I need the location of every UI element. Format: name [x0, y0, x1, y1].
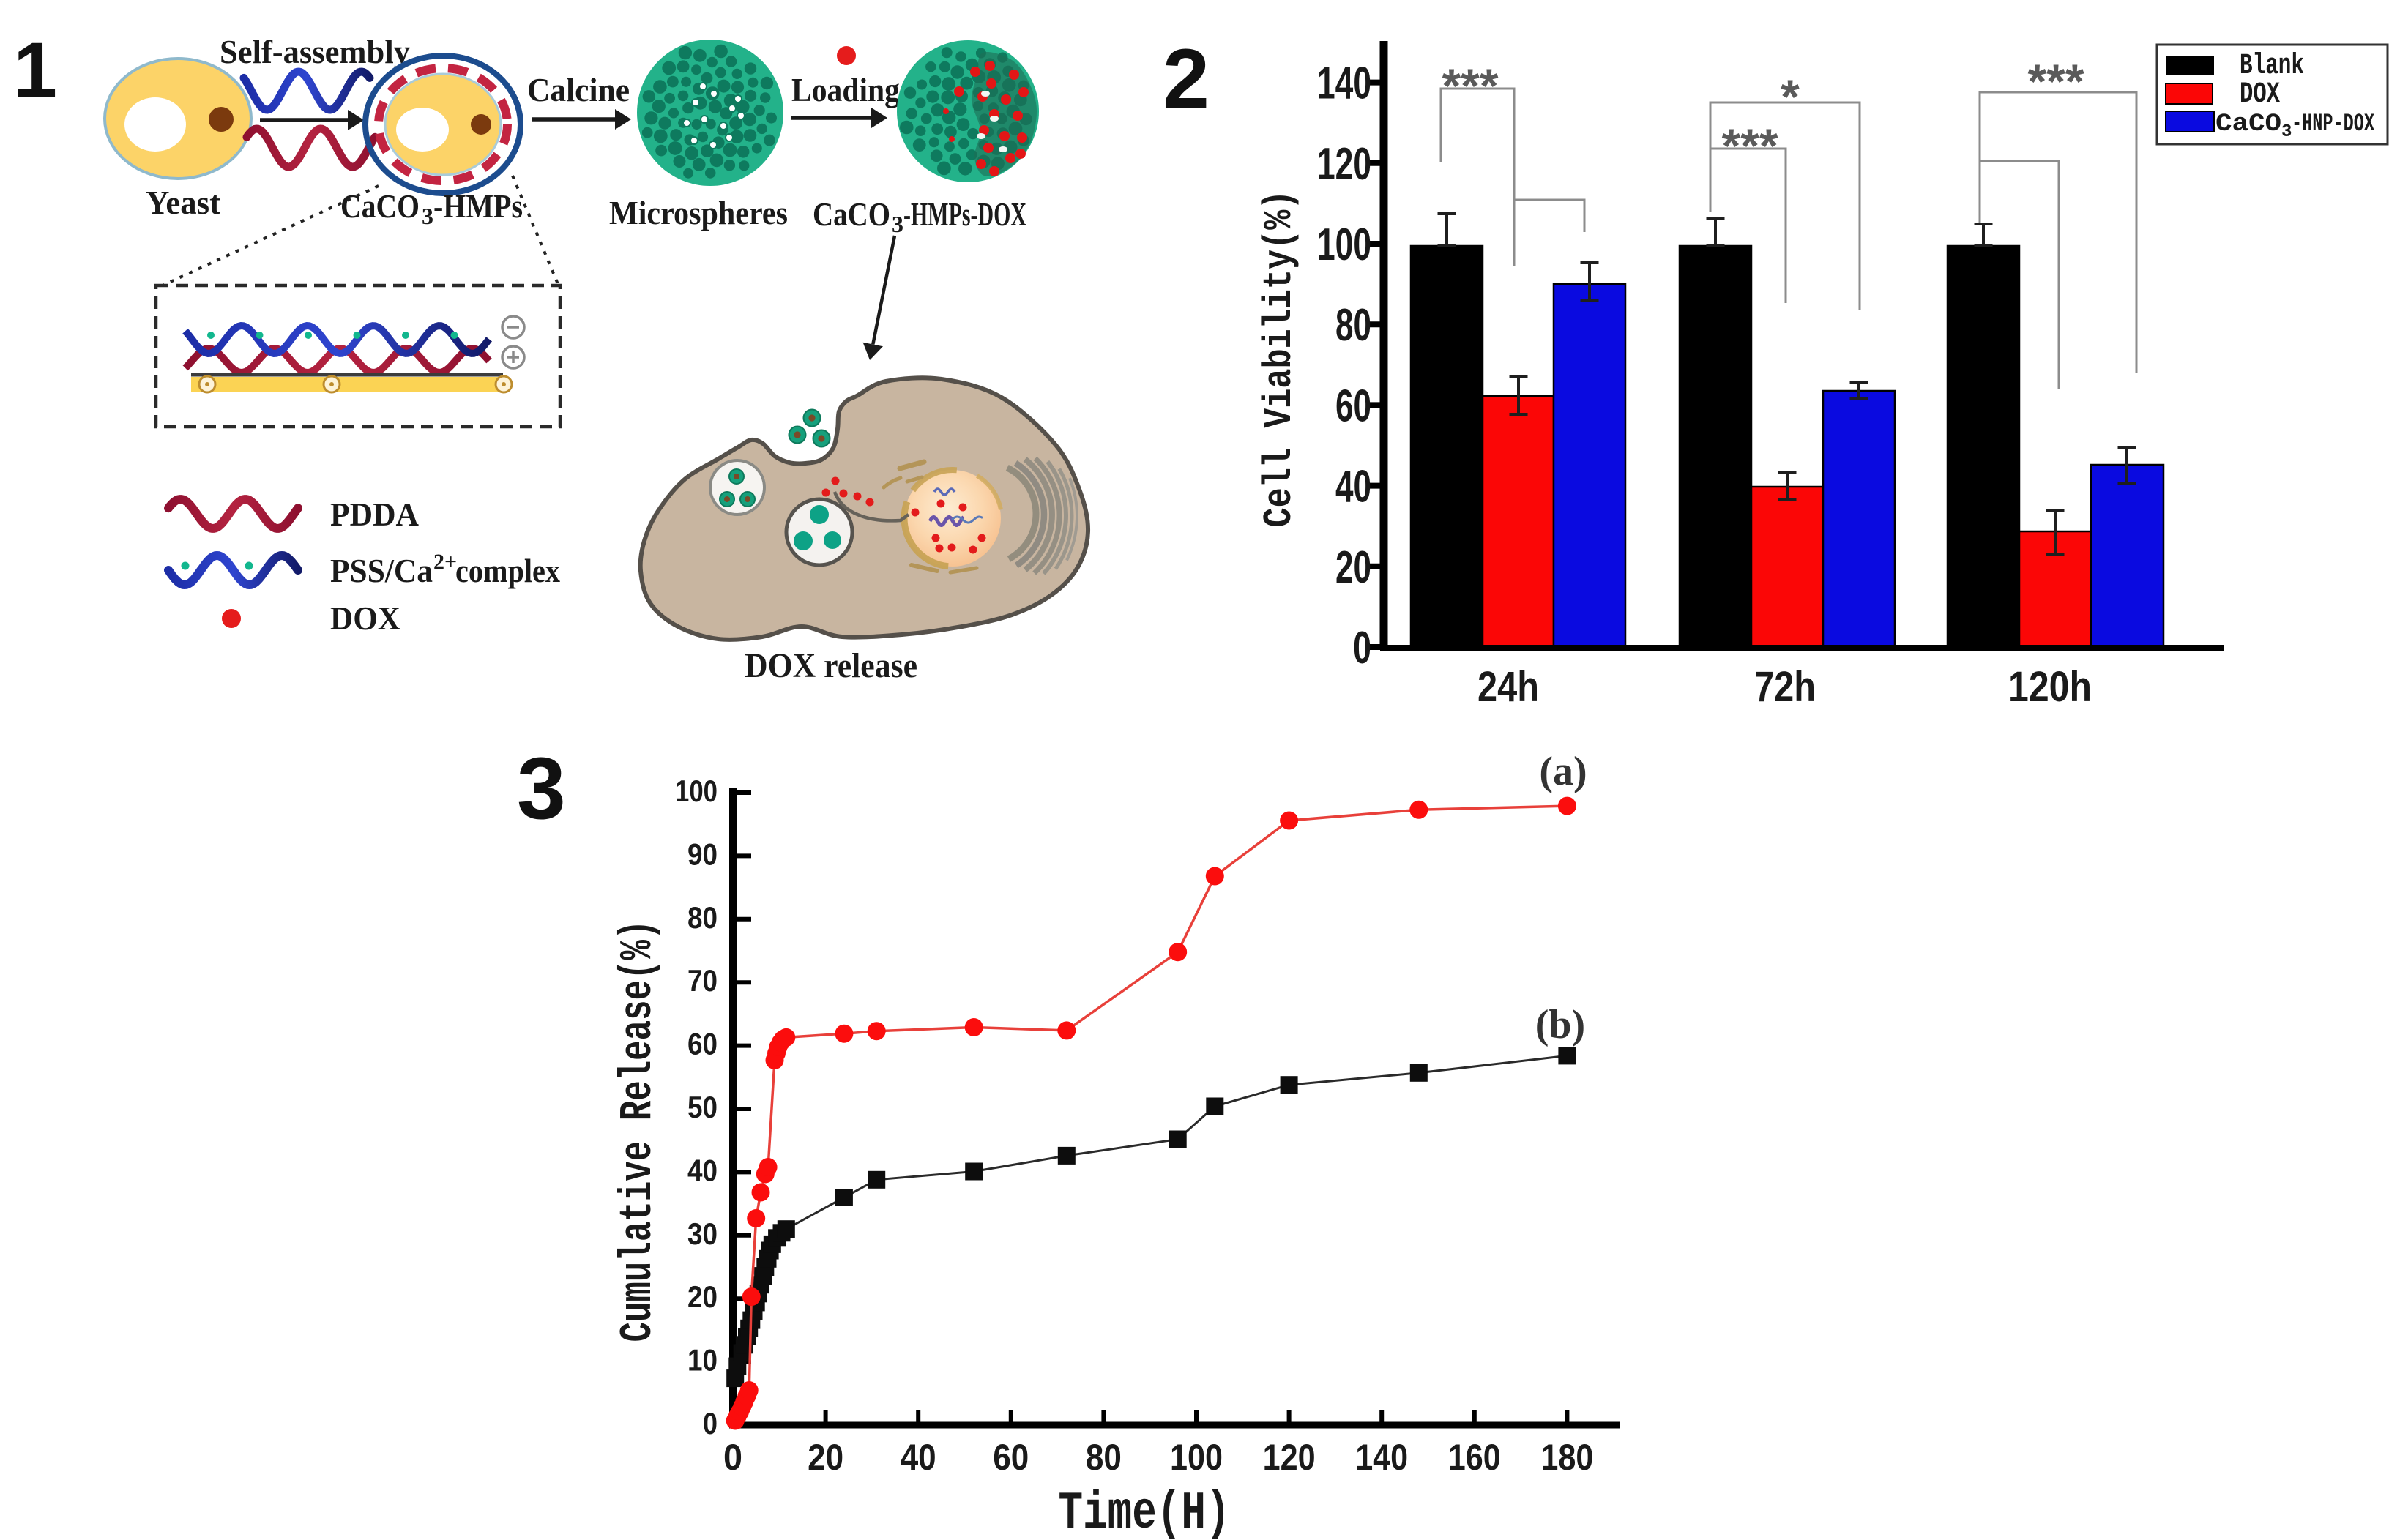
svg-text:60: 60 [1335, 381, 1371, 431]
svg-text:60: 60 [993, 1437, 1029, 1478]
svg-text:-HNP-DOX: -HNP-DOX [2292, 111, 2374, 138]
svg-text:PDDA: PDDA [330, 496, 419, 533]
svg-text:Microspheres: Microspheres [609, 194, 788, 231]
svg-text:DOX: DOX [330, 599, 400, 637]
svg-text:***: *** [2027, 54, 2084, 108]
svg-text:3: 3 [422, 203, 433, 229]
svg-text:80: 80 [1335, 300, 1371, 351]
svg-text:***: *** [1721, 119, 1778, 173]
svg-text:3: 3 [517, 739, 566, 837]
svg-text:160: 160 [1448, 1437, 1501, 1478]
svg-text:30: 30 [687, 1216, 718, 1251]
svg-text:20: 20 [808, 1437, 843, 1478]
svg-text:100: 100 [675, 774, 718, 808]
svg-text:0: 0 [703, 1406, 718, 1440]
svg-text:80: 80 [1086, 1437, 1122, 1478]
svg-text:2: 2 [1163, 32, 1210, 126]
svg-text:CaCO: CaCO [2215, 111, 2281, 138]
svg-text:24h: 24h [1477, 663, 1539, 711]
svg-text:***: *** [1442, 59, 1498, 113]
svg-text:Cell Viability(%): Cell Viability(%) [1256, 190, 1303, 528]
svg-text:-HMPs: -HMPs [433, 187, 523, 225]
svg-text:DOX: DOX [2240, 78, 2280, 111]
svg-text:3: 3 [2281, 122, 2292, 142]
svg-text:0: 0 [1353, 623, 1371, 673]
svg-text:180: 180 [1540, 1437, 1593, 1478]
svg-text:120h: 120h [2008, 663, 2092, 711]
svg-text:100: 100 [1317, 220, 1371, 270]
svg-text:Loading: Loading [791, 71, 900, 108]
svg-text:2+: 2+ [433, 550, 457, 574]
svg-text:100: 100 [1170, 1437, 1223, 1478]
svg-text:CaCO: CaCO [340, 187, 420, 225]
svg-text:140: 140 [1355, 1437, 1408, 1478]
svg-text:complex: complex [455, 552, 560, 589]
svg-text:Time(H): Time(H) [1059, 1484, 1231, 1540]
svg-text:10: 10 [687, 1343, 718, 1378]
svg-text:40: 40 [687, 1153, 718, 1187]
svg-text:60: 60 [687, 1027, 718, 1061]
svg-text:90: 90 [687, 837, 718, 871]
svg-text:Calcine: Calcine [527, 71, 630, 108]
svg-text:Cumulative Release(%): Cumulative Release(%) [612, 920, 664, 1342]
svg-text:Yeast: Yeast [146, 184, 221, 221]
svg-text:(a): (a) [1539, 749, 1587, 794]
svg-text:20: 20 [687, 1279, 718, 1314]
svg-text:1: 1 [13, 26, 57, 114]
svg-text:40: 40 [901, 1437, 936, 1478]
svg-text:80: 80 [687, 900, 718, 935]
svg-text:3: 3 [892, 211, 903, 237]
svg-text:72h: 72h [1754, 663, 1816, 711]
svg-text:Blank: Blank [2240, 50, 2304, 83]
svg-text:40: 40 [1335, 462, 1371, 512]
svg-text:(b): (b) [1535, 1002, 1585, 1047]
svg-text:0: 0 [723, 1437, 742, 1478]
svg-text:70: 70 [687, 963, 718, 998]
svg-text:50: 50 [687, 1090, 718, 1124]
svg-text:CaCO: CaCO [813, 195, 890, 233]
svg-text:140: 140 [1317, 59, 1371, 109]
svg-text:20: 20 [1335, 542, 1371, 593]
svg-text:*: * [1781, 70, 1800, 124]
svg-text:DOX release: DOX release [745, 646, 917, 685]
svg-text:-HMPs-DOX: -HMPs-DOX [903, 195, 1026, 233]
svg-text:Self-assembly: Self-assembly [220, 33, 410, 70]
svg-text:PSS/Ca: PSS/Ca [330, 552, 433, 589]
svg-text:120: 120 [1317, 139, 1371, 190]
svg-text:120: 120 [1263, 1437, 1316, 1478]
